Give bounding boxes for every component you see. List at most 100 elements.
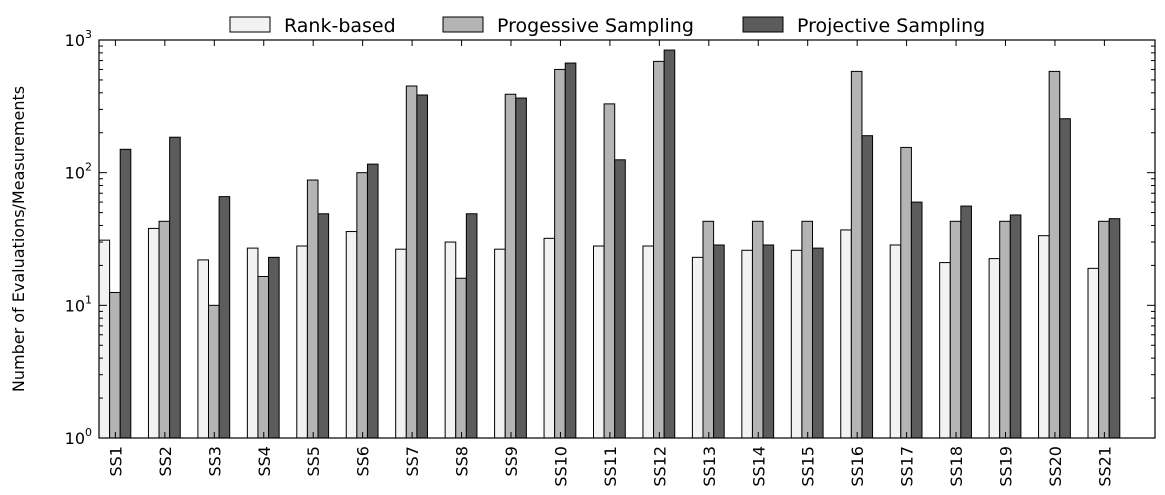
x-tick-label: SS6 [354,446,373,477]
bar-projective-sampling-ss7 [416,94,428,439]
bar-projective-sampling-ss4 [268,256,280,439]
legend-label: Projective Sampling [797,15,985,37]
x-tick-label: SS10 [551,446,570,487]
x-tick-label: SS19 [997,446,1016,487]
x-tick-label: SS9 [502,446,521,477]
bars-layer [98,49,1121,439]
bar-progessive-sampling-ss2 [158,220,171,439]
bar-progessive-sampling-ss18 [949,220,962,439]
bar-rank-based-ss10 [543,237,556,439]
y-axis: 100 101 102 103 [65,28,1155,448]
bar-progessive-sampling-ss3 [208,304,220,439]
bar-progessive-sampling-ss19 [999,220,1011,439]
bar-rank-based-ss4 [246,247,259,439]
bar-progessive-sampling-ss6 [356,172,368,439]
bar-rank-based-ss7 [395,248,407,439]
bar-rank-based-ss11 [593,245,605,439]
bar-projective-sampling-ss14 [762,244,775,439]
bar-progessive-sampling-ss10 [554,68,566,439]
bar-rank-based-ss19 [988,258,1001,439]
y-tick-label: 100 [65,426,92,448]
legend-label: Progessive Sampling [497,15,694,37]
bar-progessive-sampling-ss20 [1048,70,1061,439]
x-tick-label: SS16 [848,446,867,487]
bar-rank-based-ss2 [147,227,160,439]
bar-progessive-sampling-ss16 [850,70,863,439]
bar-progessive-sampling-ss21 [1098,220,1110,439]
bar-rank-based-ss15 [790,249,803,439]
y-tick-label: 101 [65,293,92,315]
x-axis: SS1 SS2 SS3 SS4 SS5 SS6 SS7 SS8 SS9 SS10 SS11 SS12 S… [106,40,1114,487]
bar-projective-sampling-ss18 [960,205,972,439]
bar-rank-based-ss20 [1038,235,1050,439]
x-tick-label: SS12 [650,446,669,487]
x-tick-label: SS18 [947,446,966,487]
bar-projective-sampling-ss16 [861,135,874,439]
bar-projective-sampling-ss21 [1108,218,1121,439]
x-tick-label: SS14 [749,446,768,487]
bar-projective-sampling-ss5 [317,213,330,439]
x-tick-label: SS3 [205,446,224,477]
x-tick-label: SS17 [898,446,917,487]
legend-label: Rank-based [284,15,396,37]
y-tick-label: 103 [65,28,92,50]
bar-projective-sampling-ss19 [1009,214,1022,439]
y-tick-label: 102 [65,161,92,183]
bar-projective-sampling-ss8 [465,213,478,439]
x-tick-label: SS8 [453,446,472,477]
bar-progessive-sampling-ss14 [751,220,764,439]
bar-progessive-sampling-ss13 [702,220,715,439]
legend-swatch [229,16,271,33]
plot-frame [98,39,1156,439]
bar-progessive-sampling-ss11 [603,103,616,439]
bar-projective-sampling-ss2 [169,136,181,439]
bar-rank-based-ss16 [840,229,852,439]
bar-projective-sampling-ss1 [119,148,132,439]
y-axis-label: Number of Evaluations/Measurements [9,86,28,392]
bar-rank-based-ss13 [691,256,704,439]
legend: Rank-based Progessive Sampling Projective … [229,15,985,37]
bar-rank-based-ss6 [345,231,358,439]
bar-progessive-sampling-ss1 [109,291,121,439]
x-tick-label: SS2 [156,446,175,477]
bar-rank-based-ss18 [939,262,951,439]
legend-swatch [742,16,784,33]
bar-rank-based-ss21 [1087,267,1100,439]
bar-rank-based-ss5 [296,245,308,439]
x-tick-label: SS11 [601,446,620,487]
bar-projective-sampling-ss15 [812,247,824,439]
bar-projective-sampling-ss17 [910,201,923,439]
x-tick-label: SS5 [304,446,323,477]
bar-rank-based-ss8 [444,241,457,439]
x-tick-label: SS13 [700,446,719,487]
bar-progessive-sampling-ss17 [900,146,912,439]
bar-projective-sampling-ss3 [218,196,231,439]
bar-progessive-sampling-ss12 [653,60,665,439]
bar-projective-sampling-ss20 [1059,118,1071,439]
legend-swatch [442,16,484,33]
bar-rank-based-ss17 [889,244,902,439]
bar-progessive-sampling-ss4 [257,275,270,439]
bar-progessive-sampling-ss5 [306,179,319,439]
bar-progessive-sampling-ss7 [405,85,418,439]
bar-projective-sampling-ss11 [614,159,626,439]
bar-progessive-sampling-ss15 [801,220,814,439]
bar-progessive-sampling-ss8 [455,277,467,439]
x-tick-label: SS7 [403,446,422,477]
bar-projective-sampling-ss9 [515,97,527,439]
bar-projective-sampling-ss6 [366,163,379,439]
bar-rank-based-ss3 [197,259,209,439]
bar-rank-based-ss12 [642,245,655,439]
bar-projective-sampling-ss12 [663,49,676,439]
x-tick-label: SS20 [1046,446,1065,487]
x-tick-label: SS15 [799,446,818,487]
bar-progessive-sampling-ss9 [504,93,517,439]
bar-rank-based-ss14 [741,249,753,439]
bar-projective-sampling-ss10 [564,62,577,439]
x-tick-label: SS1 [106,446,125,477]
bar-projective-sampling-ss13 [713,244,725,439]
x-tick-label: SS21 [1095,446,1114,487]
x-tick-label: SS4 [255,446,274,477]
bar-rank-based-ss1 [98,239,111,439]
